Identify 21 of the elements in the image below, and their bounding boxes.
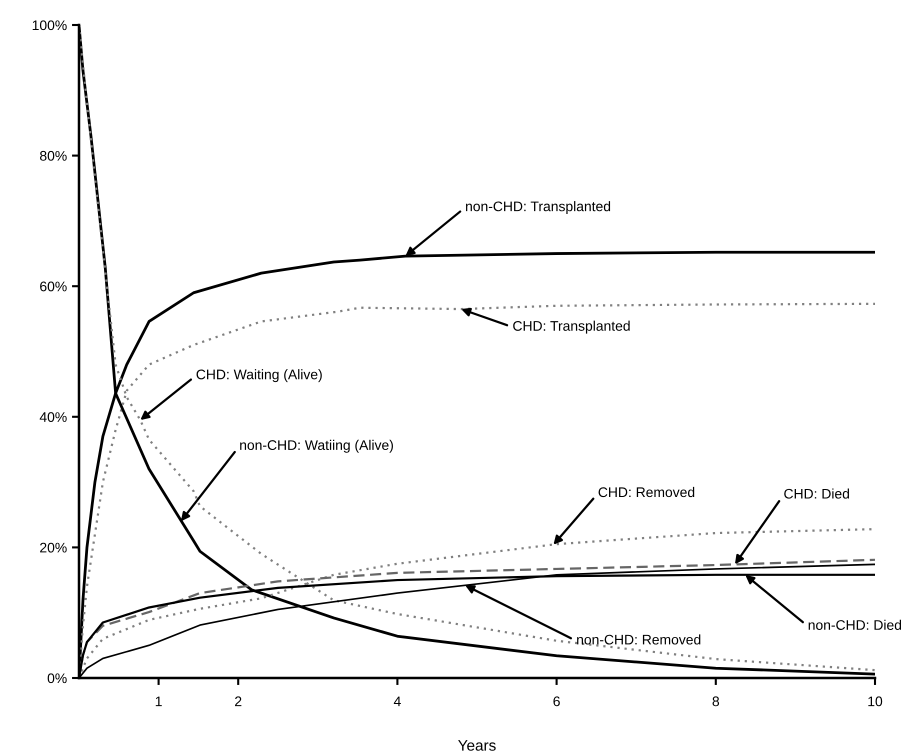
annotation: non-CHD: Died (808, 620, 902, 630)
x-axis-title: Years (458, 740, 496, 751)
x-tick-label: 6 (553, 696, 560, 706)
y-tick-label: 0% (48, 673, 67, 684)
x-tick-label: 1 (156, 696, 162, 706)
y-tick-label: 60% (40, 282, 67, 292)
y-tick-label: 100% (32, 20, 67, 30)
x-tick-label: 2 (235, 696, 242, 706)
x-tick-label: 8 (712, 696, 720, 706)
x-tick-label: 4 (394, 696, 401, 706)
annotation: CHD: Removed (598, 486, 694, 498)
annotation: CHD: Transplanted (513, 320, 630, 334)
annotation: CHD: Died (784, 488, 849, 499)
annotation: non-CHD: Transplanted (466, 201, 610, 214)
y-tick-label: 20% (40, 542, 67, 553)
annotation: CHD: Waiting (Alive) (196, 369, 322, 382)
annotation: non-CHD: Watiing (Alive) (240, 440, 393, 453)
y-tick-label: 80% (40, 150, 67, 161)
y-tick-label: 40% (40, 412, 67, 422)
x-tick-label: 10 (868, 696, 882, 706)
annotation: non-CHD: Removed (577, 634, 700, 645)
